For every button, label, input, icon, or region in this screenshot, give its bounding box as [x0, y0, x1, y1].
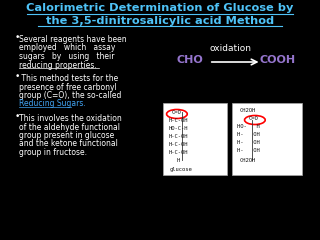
Text: H-   OH: H- OH — [237, 132, 260, 137]
Text: •: • — [14, 33, 20, 42]
Text: reducing properties.: reducing properties. — [19, 60, 97, 70]
FancyBboxPatch shape — [163, 103, 227, 175]
Text: COOH: COOH — [260, 55, 295, 65]
Text: glucose: glucose — [169, 167, 192, 172]
Text: Calorimetric Determination of Glucose by
the 3,5-dinitrosalicylic acid Method: Calorimetric Determination of Glucose by… — [26, 3, 294, 26]
Text: sugars   by   using   their: sugars by using their — [19, 52, 115, 61]
Text: H-   OH: H- OH — [237, 140, 260, 145]
Text: presence of free carbonyl: presence of free carbonyl — [19, 83, 117, 91]
Text: oxidation: oxidation — [210, 44, 252, 53]
Text: This method tests for the: This method tests for the — [19, 74, 118, 83]
Text: This involves the oxidation: This involves the oxidation — [19, 114, 122, 123]
Text: and the ketone functional: and the ketone functional — [19, 139, 118, 149]
Text: group present in glucose: group present in glucose — [19, 131, 114, 140]
Text: of the aldehyde functional: of the aldehyde functional — [19, 122, 120, 132]
Text: •: • — [14, 72, 20, 81]
Text: H: H — [177, 158, 180, 163]
Text: H-   OH: H- OH — [237, 148, 260, 153]
Text: CH2OH: CH2OH — [240, 108, 256, 113]
Text: HO-C-H: HO-C-H — [168, 126, 188, 131]
Text: Reducing Sugars.: Reducing Sugars. — [19, 100, 86, 108]
Text: employed   which   assay: employed which assay — [19, 43, 116, 53]
Text: C=O: C=O — [171, 110, 181, 115]
Text: C=O: C=O — [248, 116, 258, 121]
Text: H-C-OH: H-C-OH — [168, 142, 188, 147]
Text: CH2OH: CH2OH — [240, 158, 256, 163]
Text: group (C=O), the so-called: group (C=O), the so-called — [19, 91, 122, 100]
Text: H-C-OH: H-C-OH — [168, 118, 188, 123]
Text: Several reagents have been: Several reagents have been — [19, 35, 127, 44]
Text: •: • — [14, 112, 20, 121]
Text: CHO: CHO — [177, 55, 204, 65]
FancyBboxPatch shape — [232, 103, 302, 175]
Text: HO-   H: HO- H — [237, 124, 260, 129]
Text: H-C-OH: H-C-OH — [168, 134, 188, 139]
Text: group in fructose.: group in fructose. — [19, 148, 87, 157]
Text: H-C-OH: H-C-OH — [168, 150, 188, 155]
